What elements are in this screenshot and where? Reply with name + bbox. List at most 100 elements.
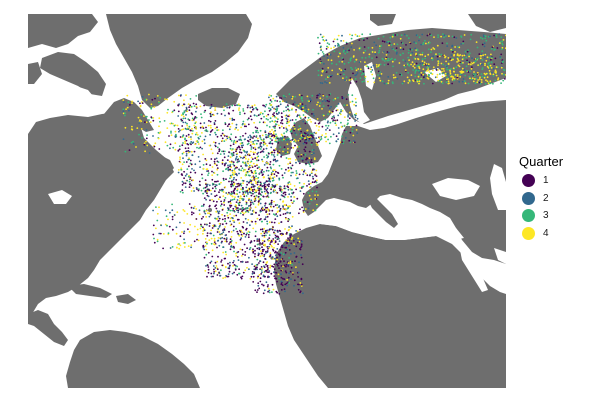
- survey-point: [442, 63, 445, 66]
- survey-point: [257, 155, 260, 158]
- survey-point: [238, 169, 241, 171]
- survey-point: [189, 104, 192, 107]
- survey-point: [403, 33, 406, 36]
- survey-point: [293, 101, 296, 104]
- survey-point: [302, 142, 305, 145]
- survey-point: [325, 129, 327, 131]
- survey-point: [366, 37, 369, 40]
- survey-point: [182, 209, 185, 211]
- survey-point: [266, 166, 269, 169]
- survey-point: [502, 60, 504, 63]
- survey-point: [264, 121, 266, 124]
- survey-point: [221, 163, 224, 165]
- survey-point: [362, 70, 365, 73]
- survey-point: [251, 179, 254, 182]
- survey-point: [268, 213, 271, 215]
- survey-point: [288, 239, 291, 242]
- survey-point: [242, 144, 245, 147]
- survey-point: [140, 120, 143, 123]
- survey-point: [297, 139, 300, 142]
- survey-point: [216, 274, 219, 276]
- survey-point: [285, 208, 287, 211]
- survey-point: [254, 139, 256, 142]
- survey-point: [289, 161, 292, 163]
- survey-point: [443, 34, 446, 36]
- survey-point: [186, 143, 189, 145]
- survey-point: [347, 61, 350, 64]
- survey-point: [245, 164, 247, 167]
- survey-point: [239, 212, 242, 215]
- survey-point: [460, 62, 463, 65]
- survey-point: [190, 136, 192, 138]
- survey-point: [231, 122, 234, 125]
- survey-point: [274, 277, 276, 280]
- survey-point: [279, 97, 281, 99]
- survey-point: [288, 169, 290, 172]
- survey-point: [259, 148, 262, 150]
- survey-point: [239, 104, 241, 107]
- survey-point: [263, 185, 266, 187]
- survey-point: [476, 81, 479, 84]
- survey-point: [460, 36, 463, 38]
- survey-point: [271, 221, 273, 224]
- survey-point: [458, 46, 461, 49]
- survey-point: [145, 116, 148, 118]
- survey-point: [188, 106, 191, 109]
- survey-point: [259, 228, 262, 231]
- survey-point: [248, 197, 251, 200]
- survey-point: [201, 173, 203, 176]
- survey-point: [236, 140, 239, 143]
- survey-point: [405, 44, 407, 46]
- survey-point: [214, 261, 217, 264]
- survey-point: [186, 124, 189, 127]
- survey-point: [293, 252, 296, 254]
- survey-point: [370, 66, 373, 69]
- survey-point: [246, 160, 249, 163]
- survey-point: [237, 251, 240, 253]
- survey-point: [354, 67, 357, 69]
- survey-point: [325, 132, 327, 135]
- survey-point: [269, 264, 272, 267]
- survey-point: [195, 218, 198, 220]
- survey-point: [312, 169, 314, 171]
- survey-point: [145, 140, 147, 143]
- survey-point: [122, 138, 125, 141]
- survey-point: [124, 126, 127, 129]
- survey-point: [364, 61, 366, 64]
- survey-point: [346, 104, 348, 106]
- survey-point: [486, 76, 489, 79]
- survey-point: [285, 109, 288, 112]
- survey-point: [306, 132, 309, 135]
- survey-point: [191, 211, 193, 214]
- survey-point: [316, 118, 319, 120]
- survey-point: [159, 131, 162, 134]
- survey-point: [187, 150, 190, 152]
- survey-point: [245, 157, 247, 160]
- survey-point: [354, 114, 357, 117]
- survey-point: [352, 134, 355, 137]
- survey-point: [236, 183, 239, 185]
- survey-point: [259, 113, 262, 116]
- survey-point: [216, 112, 219, 115]
- survey-point: [193, 190, 196, 192]
- survey-point: [300, 94, 303, 97]
- survey-point: [435, 69, 438, 71]
- survey-point: [180, 94, 182, 96]
- survey-point: [257, 146, 260, 149]
- survey-point: [187, 158, 190, 161]
- survey-point: [436, 73, 439, 76]
- survey-point: [347, 114, 349, 116]
- survey-point: [421, 58, 424, 61]
- survey-point: [485, 79, 487, 82]
- survey-point: [440, 80, 443, 83]
- survey-point: [257, 284, 260, 287]
- survey-point: [269, 99, 272, 101]
- survey-point: [318, 125, 321, 128]
- survey-point: [313, 157, 316, 160]
- survey-point: [210, 105, 213, 108]
- survey-point: [199, 184, 201, 187]
- survey-point: [462, 42, 464, 45]
- survey-point: [231, 152, 233, 155]
- survey-point: [225, 237, 228, 240]
- survey-point: [230, 133, 233, 136]
